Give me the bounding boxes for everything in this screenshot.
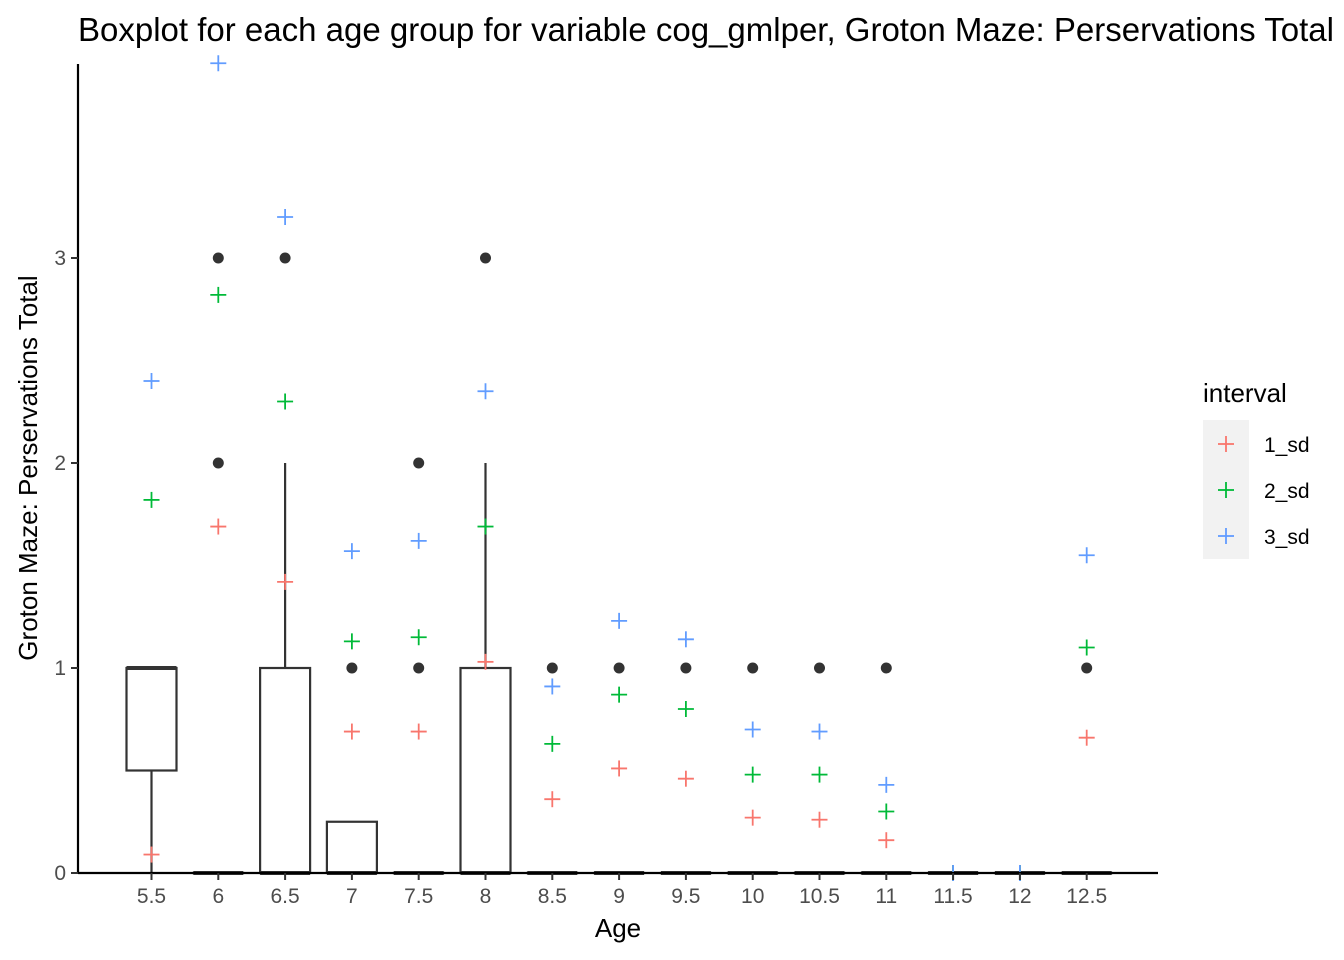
interval-marker-1_sd <box>343 723 360 740</box>
interval-marker-3_sd <box>410 532 427 549</box>
legend-key-3_sd <box>1218 528 1234 544</box>
legend-label-3_sd: 3_sd <box>1264 526 1310 549</box>
legend: interval 1_sd 2_sd 3_sd <box>1203 378 1310 559</box>
legend-key-2_sd <box>1218 482 1234 498</box>
interval-marker-1_sd <box>277 573 294 590</box>
box-rect <box>325 820 378 875</box>
x-tick-label: 6 <box>212 885 224 908</box>
interval-marker-3_sd <box>477 383 494 400</box>
x-tick-label: 11 <box>875 885 897 908</box>
box-8 <box>459 463 512 875</box>
interval-marker-2_sd <box>1078 639 1095 656</box>
x-tick-label: 7.5 <box>404 885 433 908</box>
x-axis-title: Age <box>595 913 641 943</box>
outlier-point <box>212 457 224 469</box>
chart-title: Boxplot for each age group for variable … <box>78 11 1334 48</box>
interval-marker-1_sd <box>744 809 761 826</box>
interval-marker-3_sd <box>343 543 360 560</box>
interval-marker-1_sd <box>210 518 227 535</box>
interval-marker-1_sd <box>677 770 694 787</box>
x-tick-label: 5.5 <box>137 885 166 908</box>
y-tick-label: 0 <box>54 862 66 885</box>
interval-marker-3_sd <box>611 612 628 629</box>
interval-marker-3_sd <box>1078 547 1095 564</box>
box-5.5 <box>125 666 178 873</box>
x-tick-label: 10 <box>741 885 764 908</box>
outlier-point <box>413 662 425 674</box>
interval-marker-1_sd <box>477 653 494 670</box>
interval-marker-3_sd <box>811 723 828 740</box>
x-tick-label: 7 <box>346 885 358 908</box>
interval-marker-2_sd <box>477 518 494 535</box>
x-tick-label: 9.5 <box>671 885 700 908</box>
interval-marker-1_sd <box>878 832 895 849</box>
outlier-point <box>880 662 892 674</box>
interval-marker-3_sd <box>544 678 561 695</box>
outlier-point <box>680 662 692 674</box>
outlier-point <box>546 662 558 674</box>
interval-marker-2_sd <box>143 491 160 508</box>
x-axis-ticks: 5.5 6 6.5 7 7.5 8 8.5 9 9.5 10 10.5 11 11.5 12 12.5 <box>137 873 1107 908</box>
interval-marker-2_sd <box>410 629 427 646</box>
legend-label-1_sd: 1_sd <box>1264 434 1310 457</box>
interval-marker-2_sd <box>811 766 828 783</box>
legend-label-2_sd: 2_sd <box>1264 480 1310 503</box>
y-tick-label: 3 <box>54 247 66 270</box>
interval-marker-3_sd <box>878 776 895 793</box>
x-tick-label: 12.5 <box>1066 885 1107 908</box>
outlier-point <box>613 662 625 674</box>
interval-marker-1_sd <box>811 811 828 828</box>
interval-marker-1_sd <box>143 846 160 863</box>
plot-area <box>125 55 1113 881</box>
outlier-point <box>480 252 491 264</box>
outlier-point <box>413 457 425 469</box>
outlier-point <box>747 662 759 674</box>
outlier-point <box>1081 662 1093 674</box>
x-tick-label: 8.5 <box>538 885 567 908</box>
interval-marker-3_sd <box>143 373 160 389</box>
outlier-point <box>346 662 358 674</box>
y-axis-title: Groton Maze: Perservations Total <box>13 275 43 660</box>
interval-marker-3_sd <box>210 55 227 72</box>
legend-title: interval <box>1203 378 1287 408</box>
x-tick-label: 11.5 <box>933 885 972 908</box>
box-7 <box>325 820 378 875</box>
interval-marker-2_sd <box>343 633 360 650</box>
outlier-point <box>814 662 825 674</box>
outlier-point <box>279 252 291 264</box>
interval-marker-2_sd <box>677 701 694 717</box>
interval-marker-2_sd <box>744 766 761 783</box>
interval-marker-2_sd <box>210 286 227 303</box>
y-tick-label: 2 <box>54 452 66 475</box>
interval-marker-3_sd <box>677 631 694 648</box>
interval-marker-2_sd <box>544 735 561 752</box>
interval-marker-1_sd <box>611 760 628 777</box>
x-tick-label: 8 <box>480 885 492 908</box>
box-6.5 <box>259 463 312 875</box>
x-tick-label: 10.5 <box>799 885 840 908</box>
interval-marker-1_sd <box>1078 729 1095 746</box>
legend-key-1_sd <box>1218 436 1234 452</box>
interval-marker-2_sd <box>611 686 628 703</box>
y-tick-label: 1 <box>54 657 66 680</box>
y-axis-ticks: 0 1 2 3 <box>54 247 78 885</box>
box-rect <box>459 666 512 875</box>
interval-marker-1_sd <box>544 791 561 808</box>
box-rect <box>259 666 312 875</box>
interval-marker-3_sd <box>277 209 294 225</box>
interval-marker-2_sd <box>878 803 895 820</box>
x-tick-label: 9 <box>613 885 625 908</box>
outlier-point <box>212 252 224 264</box>
interval-marker-2_sd <box>277 393 294 410</box>
x-tick-label: 6.5 <box>270 885 299 908</box>
interval-marker-1_sd <box>410 723 427 740</box>
x-tick-label: 12 <box>1008 885 1031 908</box>
box-rect <box>125 666 178 772</box>
interval-marker-3_sd <box>744 721 761 738</box>
